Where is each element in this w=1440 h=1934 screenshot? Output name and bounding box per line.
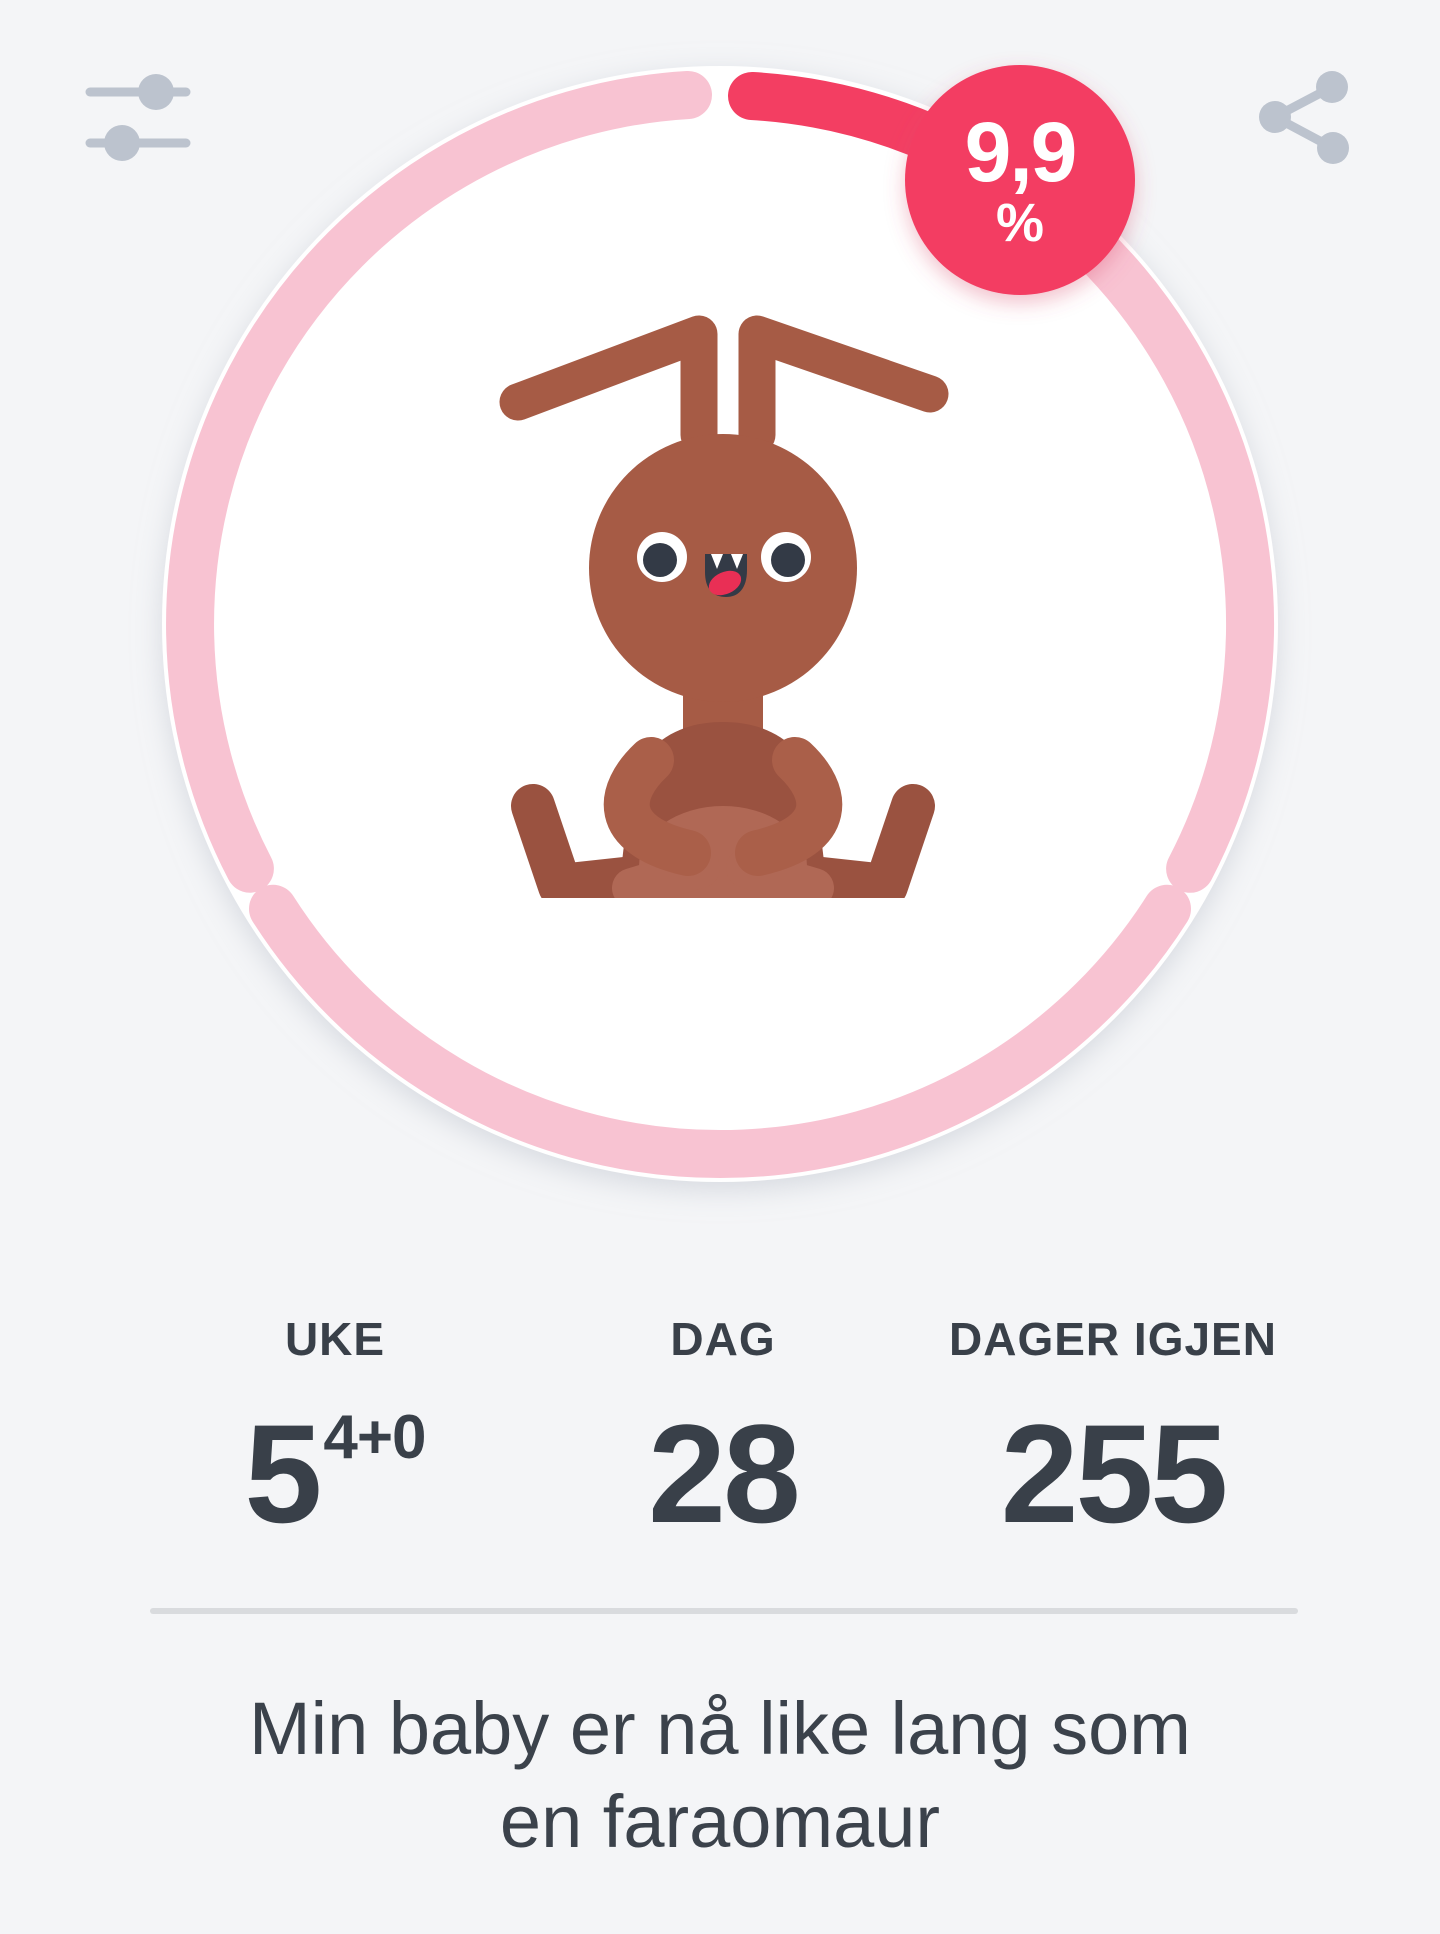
ant-arm-right bbox=[735, 737, 843, 876]
ant-pupil-right bbox=[771, 543, 805, 577]
ant-arm-left bbox=[603, 737, 711, 876]
stat-week: UKE 54+0 bbox=[125, 1316, 545, 1544]
caption: Min baby er nå like lang som en faraomau… bbox=[0, 1682, 1440, 1868]
ant-mouth bbox=[705, 554, 747, 597]
stat-day-value: 28 bbox=[648, 1395, 801, 1552]
stat-days-remaining-label: DAGER IGJEN bbox=[949, 1313, 1277, 1365]
share-icon[interactable] bbox=[1259, 71, 1349, 164]
filter-icon[interactable] bbox=[85, 74, 191, 161]
caption-line-2: en faraomaur bbox=[499, 1780, 941, 1864]
ant-antenna-right bbox=[738, 315, 949, 454]
divider bbox=[150, 1608, 1298, 1614]
ant-illustration bbox=[499, 315, 949, 898]
stat-days-remaining: DAGER IGJEN 255 bbox=[903, 1316, 1323, 1544]
stat-week-label: UKE bbox=[284, 1313, 386, 1365]
progress-ring bbox=[166, 71, 1274, 1179]
stat-day: DAG 28 bbox=[513, 1316, 933, 1544]
stat-day-label: DAG bbox=[670, 1313, 776, 1365]
ant-pupil-left bbox=[643, 543, 677, 577]
caption-line-1: Min baby er nå like lang som bbox=[249, 1687, 1191, 1770]
stat-week-value: 54+0 bbox=[244, 1395, 426, 1552]
stat-week-superscript: 4+0 bbox=[323, 1403, 426, 1472]
stat-days-remaining-value: 255 bbox=[1000, 1395, 1229, 1552]
progress-badge bbox=[905, 65, 1135, 295]
ant-antenna-left bbox=[499, 315, 718, 454]
